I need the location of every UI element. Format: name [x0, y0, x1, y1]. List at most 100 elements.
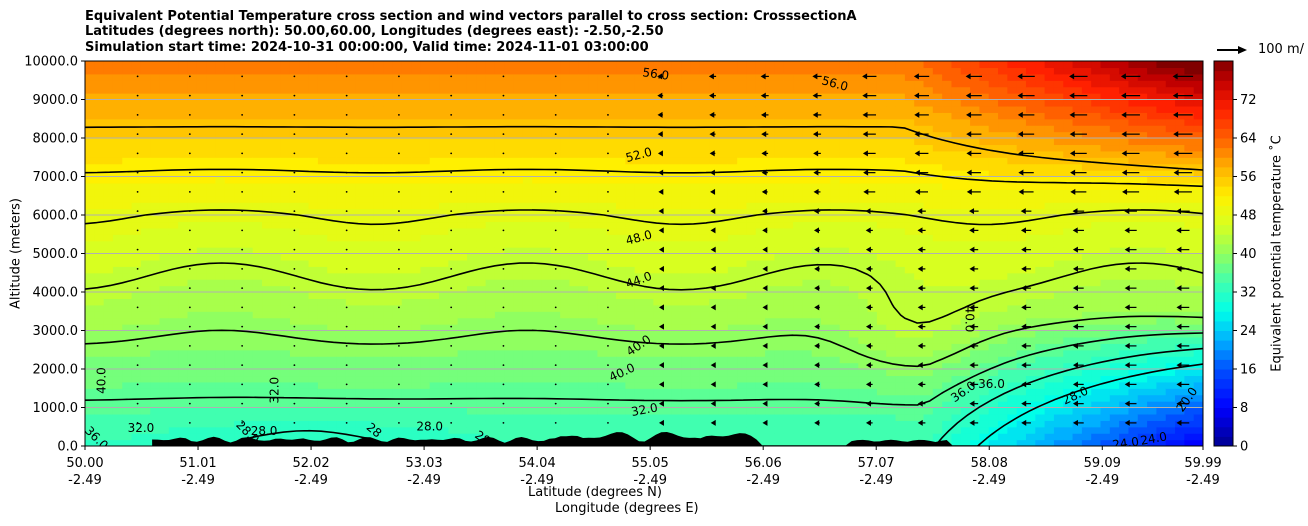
colorbar: 0 8 16 24 32 40 48 56 64 72 — [1213, 60, 1257, 455]
wind-vector-11-7 — [710, 285, 716, 292]
wind-vector-4-16 — [345, 114, 348, 116]
wind-vector-6-4 — [450, 345, 453, 347]
wind-vector-15-8 — [917, 265, 926, 272]
contour-label-3: 48.0 — [624, 227, 653, 247]
wind-vector-17-16 — [1017, 111, 1035, 118]
wind-vector-1-9 — [188, 248, 191, 251]
wind-vector-19-6 — [1124, 304, 1137, 311]
wind-vector-12-14 — [761, 150, 769, 157]
wind-vector-15-7 — [917, 285, 926, 292]
wind-vector-7-10 — [502, 229, 505, 232]
wind-vector-6-10 — [450, 229, 453, 232]
wind-vector-1-18 — [188, 75, 191, 78]
wind-vector-2-10 — [241, 229, 244, 232]
y-tick-label-3: 3000.0 — [33, 324, 79, 339]
y-tick-label-1: 1000.0 — [33, 401, 79, 416]
wind-vector-12-11 — [762, 208, 768, 215]
wind-vector-18-12 — [1070, 188, 1087, 195]
wind-vector-6-6 — [450, 306, 453, 309]
wind-vector-5-1 — [398, 402, 400, 405]
wind-vector-16-13 — [966, 169, 981, 176]
wind-vector-8-12 — [554, 191, 557, 193]
wind-vector-16-10 — [969, 227, 979, 234]
wind-vector-15-3 — [917, 362, 926, 369]
wind-vector-4-3 — [345, 364, 348, 367]
wind-vector-6-2 — [450, 383, 453, 386]
wind-vector-1-16 — [188, 114, 191, 116]
colorbar-segment-20 — [1214, 340, 1233, 351]
wind-vector-16-6 — [969, 304, 979, 311]
wind-vector-13-6 — [814, 304, 820, 311]
contour-line-48 — [85, 209, 1203, 226]
wind-vector-10-2 — [658, 381, 664, 388]
wind-vector-12-13 — [761, 169, 768, 176]
wind-vector-6-11 — [450, 210, 453, 213]
wind-vector-2-9 — [241, 248, 244, 251]
wind-vector-6-15 — [450, 133, 453, 136]
wind-vector-13-1 — [814, 400, 820, 407]
wind-vector-15-0 — [917, 419, 926, 426]
colorbar-segment-64 — [1214, 128, 1233, 139]
wind-vector-5-9 — [398, 248, 400, 251]
wind-vector-6-5 — [450, 325, 453, 328]
wind-vector-3-5 — [293, 325, 296, 328]
colorbar-tick-label-4: 32 — [1240, 286, 1257, 301]
wind-vector-4-1 — [345, 402, 348, 405]
colorbar-segment-40 — [1214, 243, 1233, 254]
wind-vector-5-5 — [398, 325, 400, 328]
wind-vector-16-7 — [969, 285, 979, 292]
wind-vector-12-10 — [762, 227, 768, 234]
wind-vector-13-5 — [814, 323, 820, 330]
wind-vector-17-13 — [1018, 169, 1034, 176]
wind-vector-7-9 — [502, 248, 505, 251]
wind-vector-9-11 — [607, 210, 609, 213]
wind-vector-5-13 — [398, 171, 400, 174]
wind-vector-13-14 — [813, 150, 821, 157]
x-axis-label: Latitude (degrees N) — [528, 485, 662, 500]
wind-vectors — [136, 73, 1194, 426]
colorbar-segment-58 — [1214, 157, 1233, 168]
x-tick-label-5: 55.05 — [632, 456, 669, 471]
wind-vector-14-17 — [862, 92, 877, 99]
wind-vector-5-7 — [398, 287, 400, 290]
wind-vector-7-8 — [502, 268, 505, 270]
x-tick-label-6: 56.06 — [745, 456, 782, 471]
wind-vector-9-0 — [607, 422, 609, 424]
colorbar-segment-50 — [1214, 195, 1233, 206]
wind-vector-3-17 — [293, 94, 296, 97]
wind-vector-7-18 — [502, 75, 505, 78]
wind-vector-8-6 — [554, 306, 557, 309]
wind-vector-8-4 — [554, 345, 557, 347]
wind-vector-10-9 — [658, 246, 664, 253]
wind-vector-0-11 — [136, 210, 139, 213]
wind-vector-8-11 — [554, 210, 557, 213]
wind-vector-11-1 — [710, 400, 716, 407]
colorbar-tick-label-6: 48 — [1240, 209, 1257, 224]
x-tick-label-7: 57.07 — [858, 456, 895, 471]
x-tick-lon-0: -2.49 — [68, 473, 102, 488]
wind-vector-11-5 — [710, 323, 716, 330]
wind-vector-9-4 — [607, 345, 609, 347]
x-tick-label-1: 51.01 — [179, 456, 216, 471]
wind-vector-11-11 — [710, 208, 716, 215]
wind-vector-13-4 — [814, 342, 820, 349]
colorbar-tick-label-3: 24 — [1240, 324, 1257, 339]
wind-vector-2-2 — [241, 383, 244, 386]
wind-vector-1-7 — [188, 287, 191, 290]
wind-vector-9-13 — [607, 171, 609, 174]
wind-vector-1-5 — [188, 325, 191, 328]
wind-vector-17-10 — [1020, 227, 1032, 234]
wind-vector-1-12 — [188, 191, 191, 193]
wind-vector-0-12 — [136, 191, 139, 193]
y-tick-label-10: 10000.0 — [24, 55, 78, 70]
wind-vector-15-9 — [917, 246, 926, 253]
wind-vector-16-3 — [969, 362, 979, 369]
wind-vector-18-11 — [1072, 208, 1085, 215]
wind-vector-14-4 — [865, 342, 873, 349]
wind-vector-7-12 — [502, 191, 505, 193]
wind-vector-20-0 — [1176, 419, 1190, 426]
wind-vector-0-0 — [136, 422, 139, 424]
wind-vector-5-12 — [398, 191, 400, 193]
wind-vector-18-17 — [1069, 92, 1088, 99]
colorbar-segment-38 — [1214, 253, 1233, 264]
